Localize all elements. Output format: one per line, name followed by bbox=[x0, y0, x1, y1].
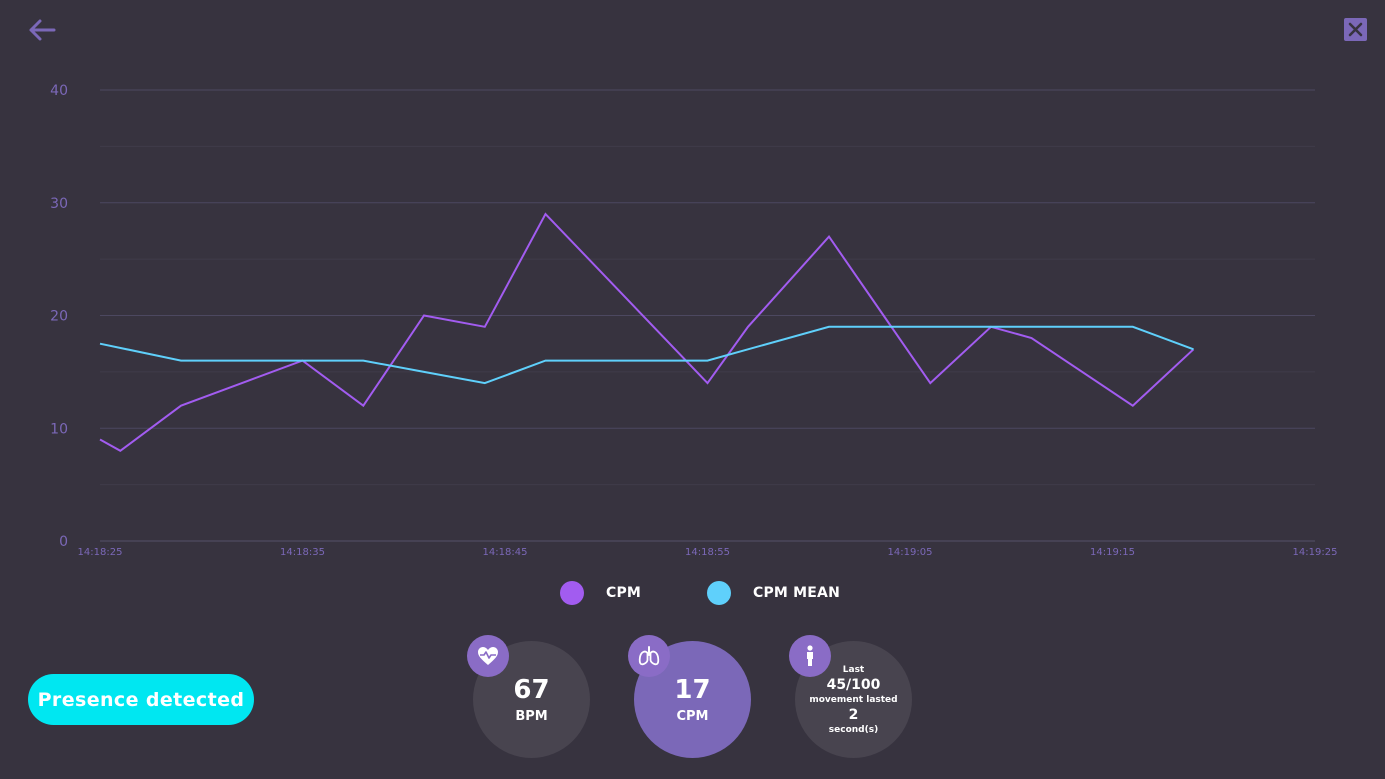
x-tick-label: 14:18:55 bbox=[685, 547, 730, 558]
close-icon bbox=[1348, 22, 1363, 37]
bpm-value: 67 bbox=[513, 675, 550, 705]
movement-last-label: Last bbox=[842, 664, 865, 675]
legend-label-cpm-mean: CPM MEAN bbox=[753, 585, 840, 601]
arrow-left-icon bbox=[29, 19, 56, 41]
x-tick-label: 14:19:05 bbox=[888, 547, 933, 558]
cpm-line-chart: 0 10 20 30 40 14:18:25 14:18:35 14:18:45 14:18:5… bbox=[50, 83, 1338, 558]
movement-metric: Last 45/100 movement lasted 2 second(s) bbox=[795, 641, 912, 758]
series-line-cpm bbox=[99, 212, 1195, 452]
y-tick-label: 30 bbox=[50, 196, 68, 212]
x-tick-label: 14:18:25 bbox=[78, 547, 123, 558]
lungs-badge bbox=[628, 635, 670, 677]
y-tick-label: 10 bbox=[50, 421, 68, 437]
back-button[interactable] bbox=[26, 16, 58, 44]
cpm-unit: CPM bbox=[676, 709, 709, 724]
y-tick-label: 20 bbox=[50, 309, 68, 325]
lungs-icon bbox=[638, 646, 660, 666]
legend-item-cpm[interactable]: CPM bbox=[560, 578, 641, 608]
presence-status-badge: Presence detected bbox=[28, 674, 254, 725]
person-badge bbox=[789, 635, 831, 677]
legend-item-cpm-mean[interactable]: CPM MEAN bbox=[707, 578, 840, 608]
x-tick-label: 14:19:25 bbox=[1293, 547, 1338, 558]
movement-duration: 2 bbox=[848, 706, 859, 723]
movement-lasted-label: movement lasted bbox=[809, 694, 898, 705]
x-tick-label: 14:19:15 bbox=[1090, 547, 1135, 558]
chart-legend: CPM CPM MEAN bbox=[0, 578, 1385, 610]
heart-badge bbox=[467, 635, 509, 677]
heart-pulse-icon bbox=[478, 647, 498, 665]
legend-dot-cpm bbox=[560, 581, 584, 605]
x-tick-label: 14:18:45 bbox=[483, 547, 528, 558]
y-tick-label: 40 bbox=[50, 83, 68, 99]
person-icon bbox=[807, 645, 813, 666]
movement-duration-unit: second(s) bbox=[828, 724, 879, 735]
y-tick-label: 0 bbox=[59, 534, 68, 550]
close-button[interactable] bbox=[1344, 18, 1367, 41]
x-tick-label: 14:18:35 bbox=[280, 547, 325, 558]
legend-label-cpm: CPM bbox=[606, 585, 642, 601]
legend-dot-cpm-mean bbox=[707, 581, 731, 605]
cpm-value: 17 bbox=[674, 675, 711, 705]
movement-value: 45/100 bbox=[826, 676, 881, 693]
series-line-cpm-mean bbox=[99, 325, 1194, 385]
bpm-unit: BPM bbox=[515, 709, 548, 724]
